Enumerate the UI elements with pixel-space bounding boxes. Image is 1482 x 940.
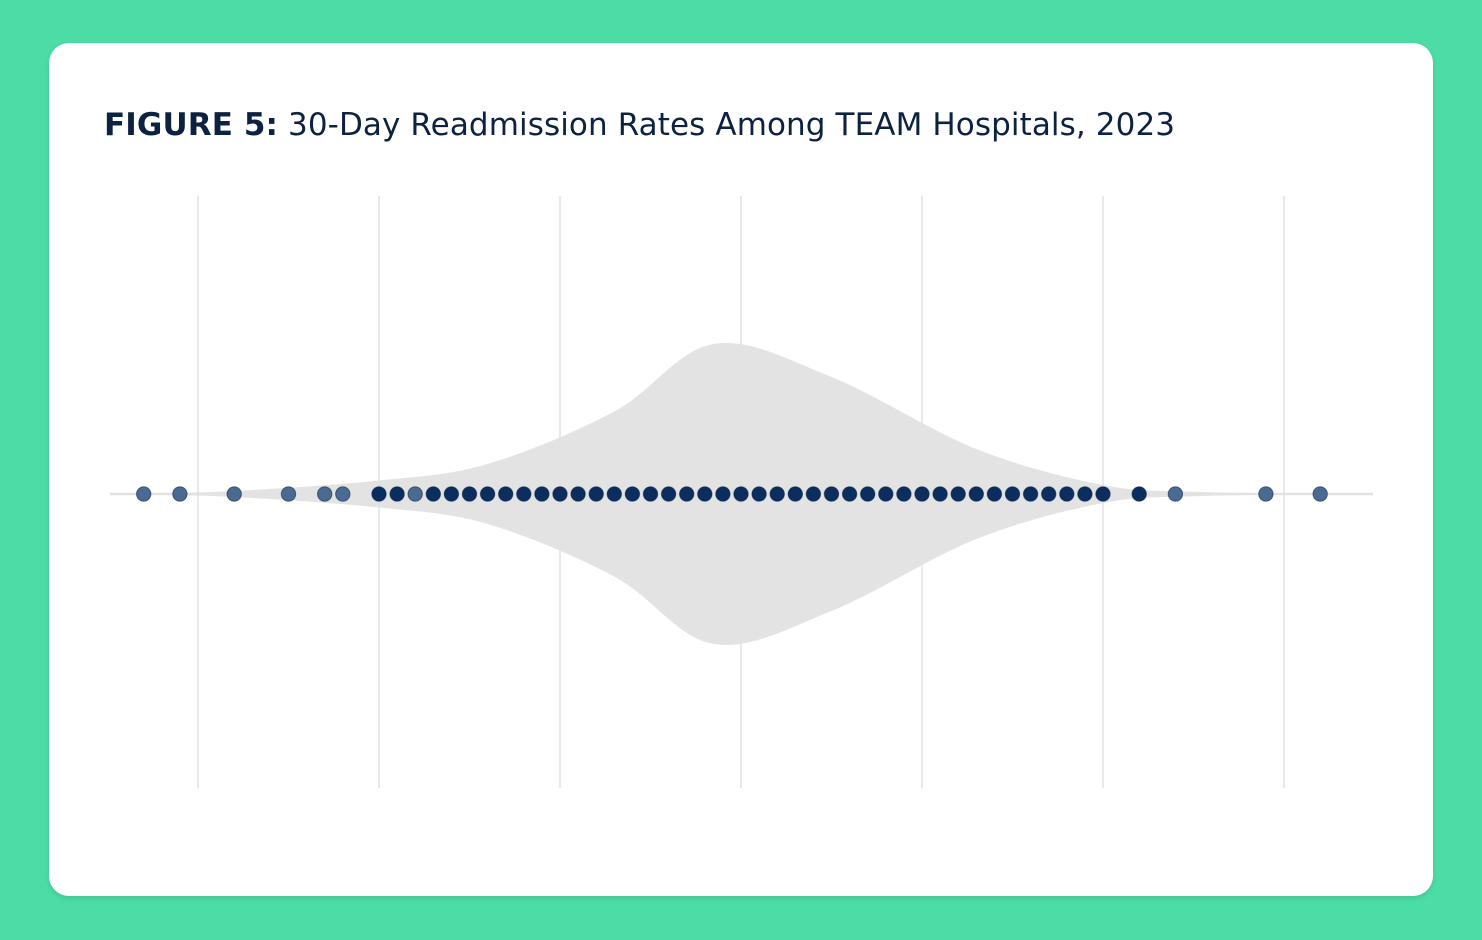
- data-point: [516, 486, 532, 502]
- data-point: [588, 486, 604, 502]
- data-point: [534, 486, 550, 502]
- data-point-outlier: [1258, 486, 1274, 502]
- data-points: [136, 486, 1328, 502]
- data-point: [805, 486, 822, 502]
- data-point: [950, 486, 966, 502]
- figure-card: FIGURE 5: 30-Day Readmission Rates Among…: [49, 43, 1433, 896]
- data-point: [751, 486, 767, 502]
- data-point-outlier: [1312, 486, 1328, 502]
- data-point: [1022, 486, 1039, 502]
- data-point-outlier: [226, 486, 242, 502]
- data-point: [642, 486, 659, 502]
- figure-label: FIGURE 5:: [104, 107, 279, 143]
- data-point-outlier: [172, 486, 188, 502]
- data-point: [697, 486, 713, 502]
- data-point: [1131, 486, 1147, 502]
- data-point: [479, 486, 496, 502]
- data-point-outlier: [1167, 486, 1184, 502]
- data-point: [823, 486, 840, 502]
- figure-title-text: 30-Day Readmission Rates Among TEAM Hosp…: [288, 107, 1176, 143]
- data-point: [1041, 486, 1057, 502]
- violin-shape: [143, 343, 1321, 645]
- data-point: [443, 486, 460, 502]
- data-point: [1059, 486, 1075, 502]
- figure-title: FIGURE 5: 30-Day Readmission Rates Among…: [104, 107, 1175, 143]
- data-point: [498, 486, 514, 502]
- data-point: [624, 486, 641, 502]
- data-point: [914, 486, 930, 502]
- data-point-outlier: [280, 486, 297, 502]
- data-point: [570, 486, 586, 502]
- data-point: [932, 486, 948, 502]
- data-point: [679, 486, 695, 502]
- data-point-outlier: [136, 486, 152, 502]
- data-point: [425, 486, 441, 502]
- violin-body: [143, 343, 1321, 645]
- data-point-outlier: [335, 486, 351, 502]
- data-point: [896, 486, 912, 502]
- data-point: [606, 486, 622, 502]
- data-point: [733, 486, 749, 502]
- data-point: [968, 486, 984, 502]
- data-point: [461, 486, 478, 502]
- data-point: [389, 486, 405, 502]
- data-point-outlier: [407, 486, 423, 502]
- data-point-outlier: [317, 486, 333, 502]
- data-point: [715, 486, 731, 502]
- data-point: [769, 486, 785, 502]
- data-point: [986, 486, 1003, 502]
- data-point: [787, 486, 803, 502]
- data-point: [1095, 486, 1111, 502]
- violin-chart: [110, 196, 1373, 788]
- data-point: [1077, 486, 1093, 502]
- data-point: [878, 486, 894, 502]
- data-point: [660, 486, 677, 502]
- data-point: [552, 486, 568, 502]
- data-point: [860, 486, 876, 502]
- data-point: [841, 486, 858, 502]
- data-point: [1004, 486, 1021, 502]
- data-point: [371, 486, 387, 502]
